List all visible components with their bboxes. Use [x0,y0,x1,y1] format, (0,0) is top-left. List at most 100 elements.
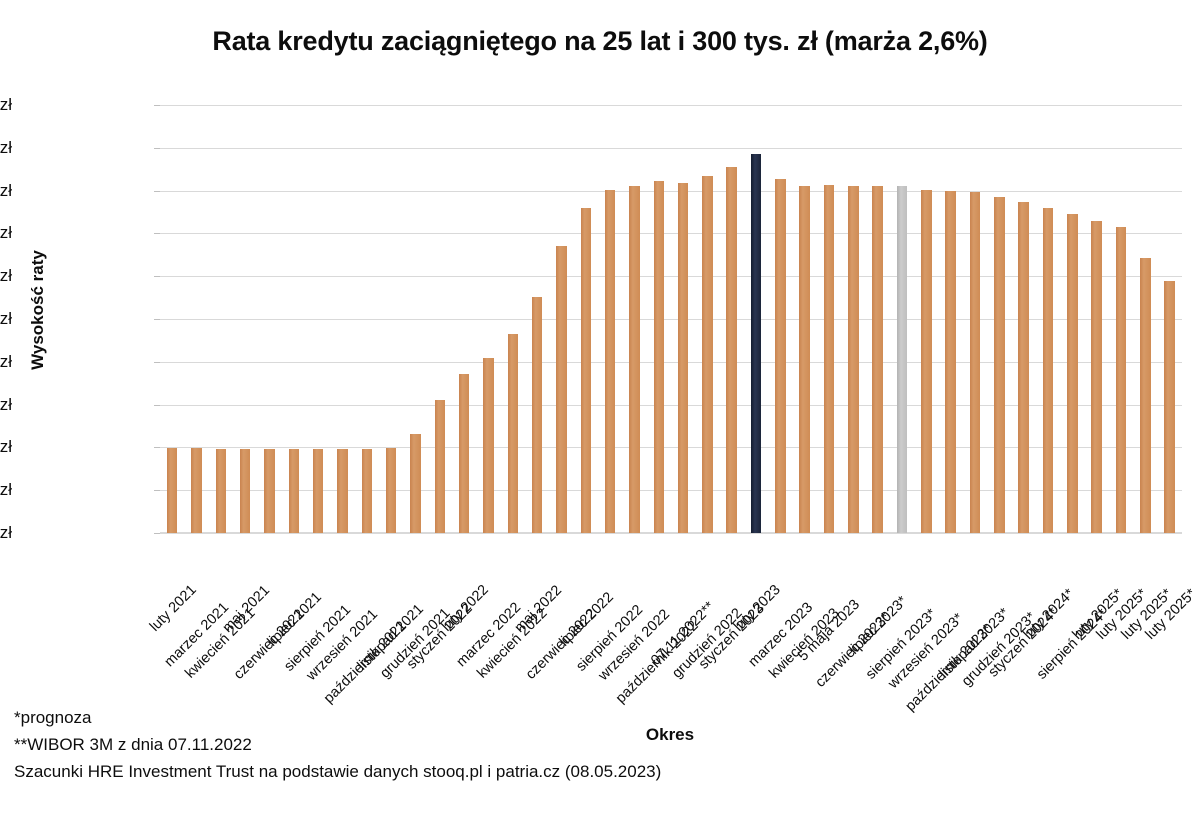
gridline [160,147,1182,149]
bar[interactable] [823,185,835,533]
bar-slot [257,105,281,533]
y-axis-tick-mark [154,105,160,106]
bar[interactable] [945,190,956,533]
bar-slot [403,105,427,533]
bar[interactable] [726,167,737,533]
gridline [160,447,1182,449]
bar[interactable] [896,186,908,533]
footnote-line: **WIBOR 3M z dnia 07.11.2022 [14,734,252,754]
bar[interactable] [1115,226,1127,533]
bar[interactable] [458,374,470,533]
bar-slot [330,105,354,533]
bar[interactable] [312,448,324,533]
bar-slot [379,105,403,533]
bar-slot [306,105,330,533]
bar-slot [671,105,695,533]
bar[interactable] [483,357,494,533]
bar[interactable] [921,189,932,533]
bar-slot [817,105,841,533]
bar[interactable] [434,400,445,533]
gridline [160,404,1182,406]
bar[interactable] [1042,207,1054,533]
bar[interactable] [702,175,713,533]
y-axis-tick-labels: 3 000 zł 2 800 zł 2 600 zł 2 400 zł 2 200 zł… [0,95,1200,542]
gridline [160,533,1182,534]
bar[interactable] [629,186,640,533]
y-axis-tick-label: 2 800 zł [0,137,12,157]
bar-slot [574,105,598,533]
x-axis-tick-labels: luty 2021 marzec 2021 kwiecień 2021 maj 202… [147,533,1199,715]
y-axis-tick-mark [154,361,160,363]
bar[interactable] [848,185,859,533]
bar[interactable] [1067,214,1078,533]
y-axis-tick-label: 1 400 zł [0,437,12,457]
gridline [160,361,1182,363]
bar[interactable] [677,183,689,533]
y-axis-tick-label: 1 200 zł [0,480,12,500]
bar-slot [768,105,792,533]
y-axis-tick-label: 2 600 zł [0,180,12,200]
bar[interactable] [385,447,397,533]
gridline [160,276,1182,278]
y-axis-tick-label: 1 000 zł [0,523,12,542]
bar-slot [1133,105,1157,533]
bar-slot [209,105,233,533]
bar[interactable] [215,448,227,533]
bar[interactable] [288,448,300,533]
bar-slot [647,105,671,533]
bar-slot [695,105,719,533]
bar-slot [1157,105,1181,533]
bar[interactable] [750,154,762,533]
y-axis-tick-mark [154,276,160,278]
bar-slot [598,105,622,533]
y-axis-tick-mark [154,447,160,449]
gridline [160,105,1182,106]
bar[interactable] [337,448,348,533]
bar[interactable] [264,448,275,533]
bar[interactable] [239,448,251,533]
bar[interactable] [653,180,664,533]
bar[interactable] [604,189,616,533]
bar-slot [160,105,184,533]
bar[interactable] [1140,258,1151,533]
bar[interactable] [410,433,421,533]
gridline [160,233,1182,235]
bar[interactable] [166,448,178,533]
y-axis-tick-mark [154,190,160,192]
bar-slot [549,105,573,533]
bar-slot [622,105,646,533]
bar[interactable] [507,333,518,533]
bar-slot [184,105,208,533]
bar[interactable] [775,178,786,533]
bar[interactable] [191,448,202,533]
bar[interactable] [1018,202,1029,533]
bar[interactable] [556,246,567,533]
bar[interactable] [1091,220,1102,533]
y-axis-tick-label: 2 000 zł [0,309,12,328]
bar[interactable] [361,448,373,533]
bar-slot [233,105,257,533]
footnotes: *prognoza **WIBOR 3M z dnia 07.11.2022 Sza… [14,705,974,786]
gridline [160,490,1182,492]
bar-slot [890,105,914,533]
plot-area [160,105,1182,534]
bar-slot [866,105,890,533]
footnote-line: Szacunki HRE Investment Trust na podstaw… [14,761,662,781]
bar-slot [452,105,476,533]
bar[interactable] [799,186,810,533]
bar[interactable] [1164,280,1175,533]
bar[interactable] [531,296,543,533]
bar-slot [1060,105,1084,533]
bar[interactable] [580,207,591,533]
bar[interactable] [872,186,883,533]
y-axis-tick-mark [154,490,160,492]
bar-slot [939,105,963,533]
bar[interactable] [969,192,981,533]
bar-slot [1109,105,1133,533]
y-axis-tick-label: 2 200 zł [0,266,12,286]
x-axis-line [160,532,1182,533]
y-axis-tick-mark [154,233,160,235]
y-axis-tick-label: 1 600 zł [0,394,12,414]
bar[interactable] [994,197,1005,533]
bar-slot [914,105,938,533]
